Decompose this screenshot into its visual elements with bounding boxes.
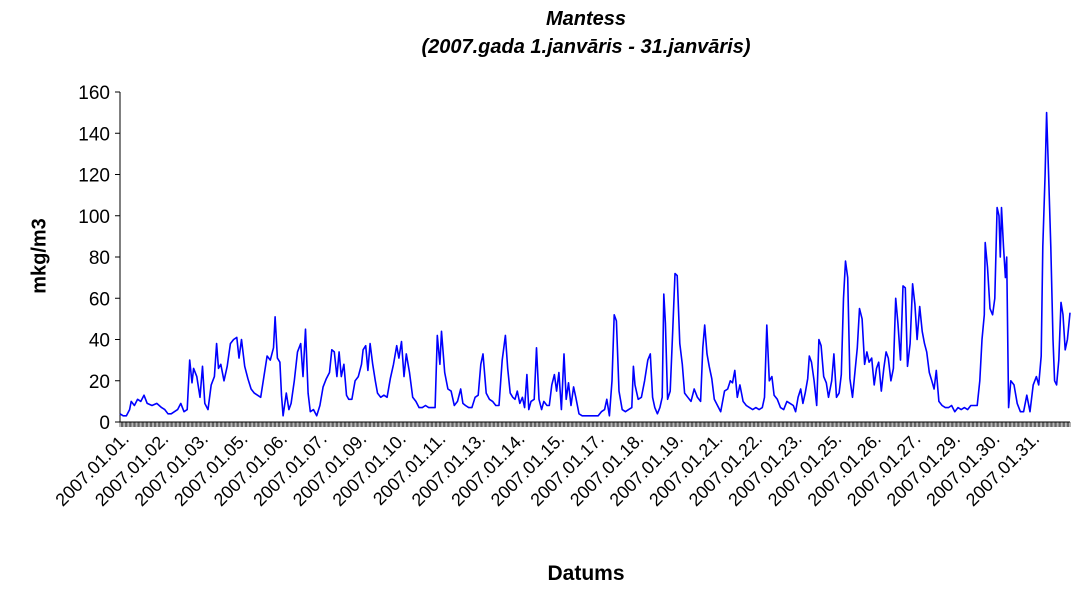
y-tick-label: 40 bbox=[89, 331, 110, 352]
x-axis-label: Datums bbox=[547, 562, 625, 585]
chart-subtitle: (2007.gada 1.janvāris - 31.janvāris) bbox=[421, 36, 751, 58]
y-tick-label: 60 bbox=[89, 289, 110, 310]
y-axis: 0 20 40 60 80 100 120 140 160 bbox=[78, 83, 121, 434]
y-tick-label: 100 bbox=[78, 207, 110, 228]
y-axis-label: mkg/m3 bbox=[28, 218, 51, 294]
y-tick-label: 80 bbox=[89, 248, 110, 269]
x-axis: 2007.01.01.2007.01.02.2007.01.03.2007.01… bbox=[51, 421, 1071, 510]
series-group bbox=[119, 111, 1071, 417]
y-tick-label: 20 bbox=[89, 372, 110, 393]
y-tick-label: 140 bbox=[78, 124, 110, 145]
y-tick-label: 160 bbox=[78, 83, 110, 104]
chart-title: Mantess bbox=[545, 8, 627, 30]
series-line bbox=[119, 111, 1071, 417]
y-tick-label: 0 bbox=[99, 413, 110, 434]
y-tick-label: 120 bbox=[78, 166, 110, 187]
